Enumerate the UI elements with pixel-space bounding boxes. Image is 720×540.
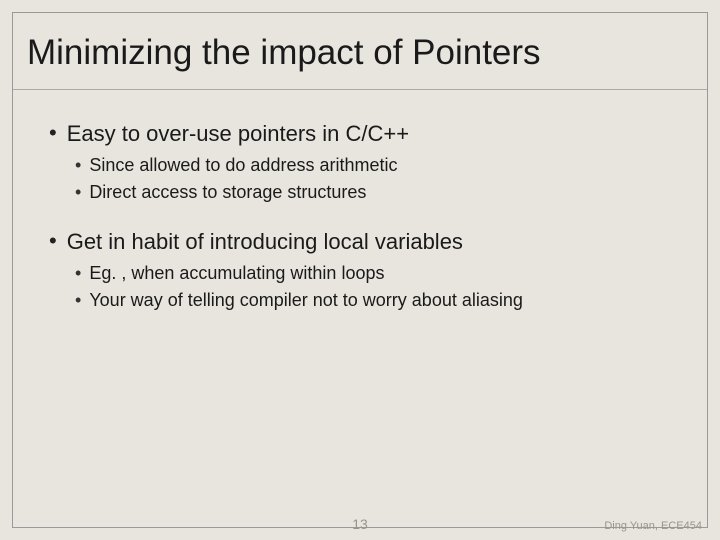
bullet-l2: • Your way of telling compiler not to wo… xyxy=(75,289,671,312)
slide-title: Minimizing the impact of Pointers xyxy=(27,33,693,73)
bullet-l2: • Since allowed to do address arithmetic xyxy=(75,154,671,177)
bullet-dot-icon: • xyxy=(75,154,81,177)
bullet-l2: • Eg. , when accumulating within loops xyxy=(75,262,671,285)
bullet-l2: • Direct access to storage structures xyxy=(75,181,671,204)
bullet-l2-text: Since allowed to do address arithmetic xyxy=(89,154,397,177)
slide-frame: Minimizing the impact of Pointers • Easy… xyxy=(12,12,708,528)
bullet-l2-text: Your way of telling compiler not to worr… xyxy=(89,289,523,312)
bullet-l1: • Easy to over-use pointers in C/C++ xyxy=(49,120,671,148)
bullet-dot-icon: • xyxy=(49,228,57,254)
bullet-l1-text: Get in habit of introducing local variab… xyxy=(67,228,463,256)
bullet-dot-icon: • xyxy=(49,120,57,146)
bullet-l1-text: Easy to over-use pointers in C/C++ xyxy=(67,120,409,148)
slide-content: • Easy to over-use pointers in C/C++ • S… xyxy=(13,90,707,313)
bullet-dot-icon: • xyxy=(75,262,81,285)
spacer xyxy=(49,208,671,228)
title-area: Minimizing the impact of Pointers xyxy=(13,13,707,90)
bullet-l1: • Get in habit of introducing local vari… xyxy=(49,228,671,256)
author-label: Ding Yuan, ECE454 xyxy=(604,520,702,532)
bullet-dot-icon: • xyxy=(75,289,81,312)
page-number: 13 xyxy=(352,516,368,532)
bullet-l2-text: Eg. , when accumulating within loops xyxy=(89,262,384,285)
bullet-l2-text: Direct access to storage structures xyxy=(89,181,366,204)
bullet-dot-icon: • xyxy=(75,181,81,204)
